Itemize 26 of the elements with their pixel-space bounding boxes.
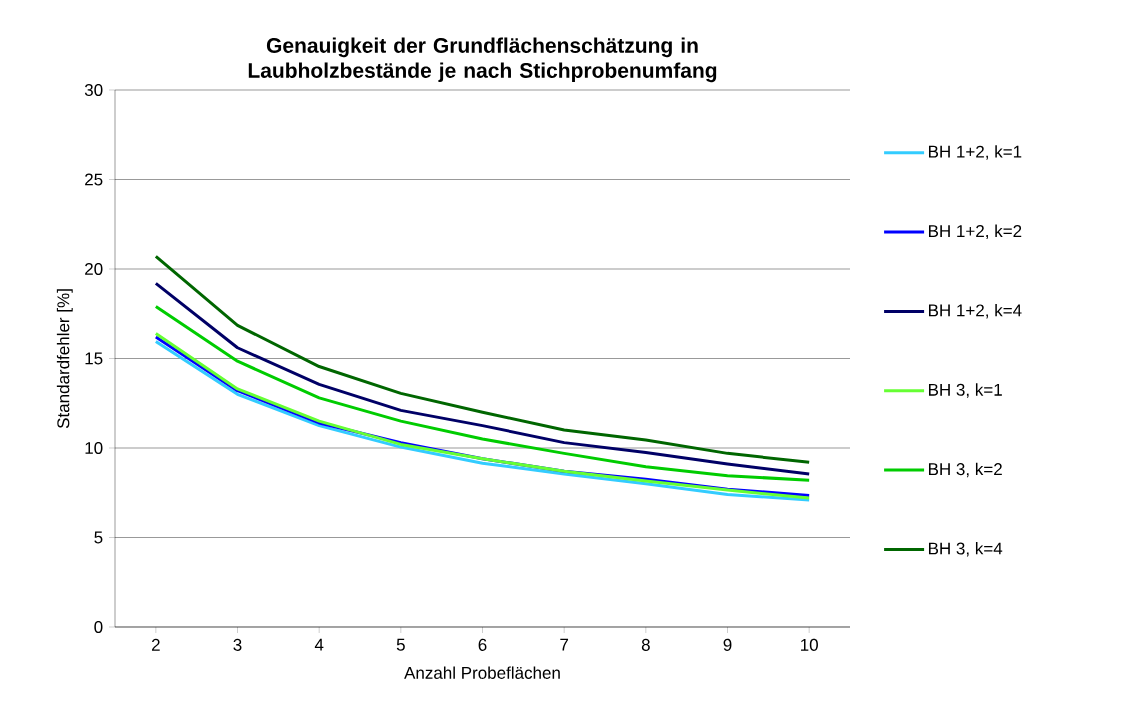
line-series [154, 254, 811, 464]
x-tick-label: 5 [396, 638, 405, 651]
x-tick-label: 6 [478, 638, 487, 651]
legend-label: BH 1+2, k=1 [928, 145, 1022, 160]
y-tick-label: 20 [85, 262, 103, 276]
y-tick-label: 10 [85, 441, 103, 455]
legend-label: BH 3, k=1 [928, 383, 1002, 398]
legend-label: BH 3, k=2 [928, 462, 1002, 478]
y-tick-label: 30 [84, 83, 103, 97]
y-axis-title: Standardfehler [%] [56, 289, 73, 429]
y-tick-label: 15 [85, 352, 103, 365]
x-tick-label: 9 [723, 638, 732, 651]
legend-label: BH 1+2, k=2 [928, 224, 1022, 240]
x-tick-label: 4 [314, 638, 324, 651]
y-tick-label: 5 [94, 531, 103, 544]
legend-label: BH 1+2, k=4 [928, 303, 1022, 319]
chart-title: Genauigkeit der Grundflächenschätzung in Laubholzbestände je nach Stichprobenumfang [248, 37, 717, 83]
x-tick-label: 8 [641, 638, 650, 651]
x-tick-label: 3 [233, 638, 242, 651]
x-tick-label: 10 [801, 638, 818, 651]
x-tick-label: 2 [151, 638, 160, 651]
legend-label: BH 3, k=4 [928, 542, 1003, 557]
y-tick-label: 25 [85, 173, 103, 186]
x-tick-label: 7 [560, 638, 569, 651]
y-tick-label: 0 [94, 620, 103, 634]
x-axis-title: Anzahl Probeflächen [404, 666, 560, 679]
